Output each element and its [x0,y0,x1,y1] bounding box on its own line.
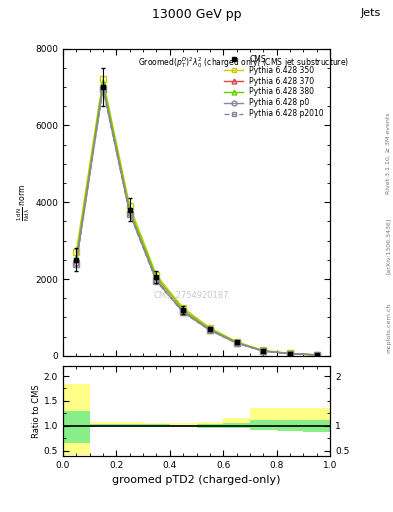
Line: Pythia 6.428 p0: Pythia 6.428 p0 [73,85,320,358]
Text: Groomed$(p_T^D)^2\lambda_0^2$ (charged only) (CMS jet substructure): Groomed$(p_T^D)^2\lambda_0^2$ (charged o… [138,55,349,70]
Pythia 6.428 380 [154,274,159,280]
Pythia 6.428 p0 [208,327,212,333]
Pythia 6.428 350 [288,350,292,356]
Pythia 6.428 370 [314,352,319,358]
Pythia 6.428 370 [261,348,266,354]
Line: Pythia 6.428 380: Pythia 6.428 380 [73,80,320,358]
Pythia 6.428 p2010 [234,340,239,346]
Pythia 6.428 p0 [154,278,159,284]
Pythia 6.428 p2010 [74,261,79,267]
Legend: CMS, Pythia 6.428 350, Pythia 6.428 370, Pythia 6.428 380, Pythia 6.428 p0, Pyth: CMS, Pythia 6.428 350, Pythia 6.428 370,… [222,52,326,121]
Y-axis label: Ratio to CMS: Ratio to CMS [32,384,41,438]
Y-axis label: $\mathrm{\frac{1}{N}\frac{dN}{d\lambda}}$ norm: $\mathrm{\frac{1}{N}\frac{dN}{d\lambda}}… [16,184,32,221]
Pythia 6.428 350 [181,305,185,311]
Text: CMS_2754920187: CMS_2754920187 [153,290,229,299]
Pythia 6.428 p2010 [261,348,266,354]
Pythia 6.428 350 [74,249,79,255]
Pythia 6.428 370 [234,340,239,346]
Line: Pythia 6.428 350: Pythia 6.428 350 [73,77,320,357]
Pythia 6.428 380 [234,339,239,346]
Pythia 6.428 p2010 [154,279,159,285]
Text: Rivet 3.1.10, ≥ 3M events: Rivet 3.1.10, ≥ 3M events [386,113,391,195]
Pythia 6.428 p0 [234,340,239,346]
Text: mcplots.cern.ch: mcplots.cern.ch [386,303,391,353]
Pythia 6.428 380 [208,326,212,332]
Pythia 6.428 350 [314,352,319,358]
Pythia 6.428 350 [127,203,132,209]
Pythia 6.428 p2010 [288,351,292,357]
Pythia 6.428 p0 [181,309,185,315]
Pythia 6.428 370 [181,309,185,315]
Pythia 6.428 380 [261,348,266,354]
Pythia 6.428 p0 [261,348,266,354]
Pythia 6.428 350 [261,347,266,353]
Pythia 6.428 350 [101,76,105,82]
Line: Pythia 6.428 p2010: Pythia 6.428 p2010 [73,86,320,358]
Text: [arXiv:1306.3436]: [arXiv:1306.3436] [386,218,391,274]
Pythia 6.428 p0 [74,260,79,266]
Text: Jets: Jets [361,8,381,18]
Pythia 6.428 380 [101,80,105,86]
Pythia 6.428 p0 [127,210,132,216]
Pythia 6.428 370 [74,259,79,265]
Pythia 6.428 p2010 [181,309,185,315]
Pythia 6.428 350 [154,272,159,279]
Pythia 6.428 p2010 [101,86,105,92]
Pythia 6.428 370 [127,209,132,215]
Text: 13000 GeV pp: 13000 GeV pp [152,8,241,20]
Pythia 6.428 380 [181,307,185,313]
Pythia 6.428 p2010 [314,352,319,358]
Pythia 6.428 p2010 [208,327,212,333]
Pythia 6.428 370 [288,351,292,357]
Pythia 6.428 370 [208,327,212,333]
Pythia 6.428 p0 [314,352,319,358]
Pythia 6.428 370 [154,276,159,283]
Pythia 6.428 350 [208,325,212,331]
Line: Pythia 6.428 370: Pythia 6.428 370 [73,82,320,358]
Pythia 6.428 380 [314,352,319,358]
Pythia 6.428 p0 [101,84,105,91]
Pythia 6.428 350 [234,338,239,345]
Pythia 6.428 380 [74,255,79,261]
Pythia 6.428 p2010 [127,211,132,217]
X-axis label: groomed pTD2 (charged-only): groomed pTD2 (charged-only) [112,475,281,485]
Pythia 6.428 p0 [288,351,292,357]
Pythia 6.428 380 [127,207,132,213]
Pythia 6.428 380 [288,350,292,356]
Pythia 6.428 370 [101,82,105,88]
